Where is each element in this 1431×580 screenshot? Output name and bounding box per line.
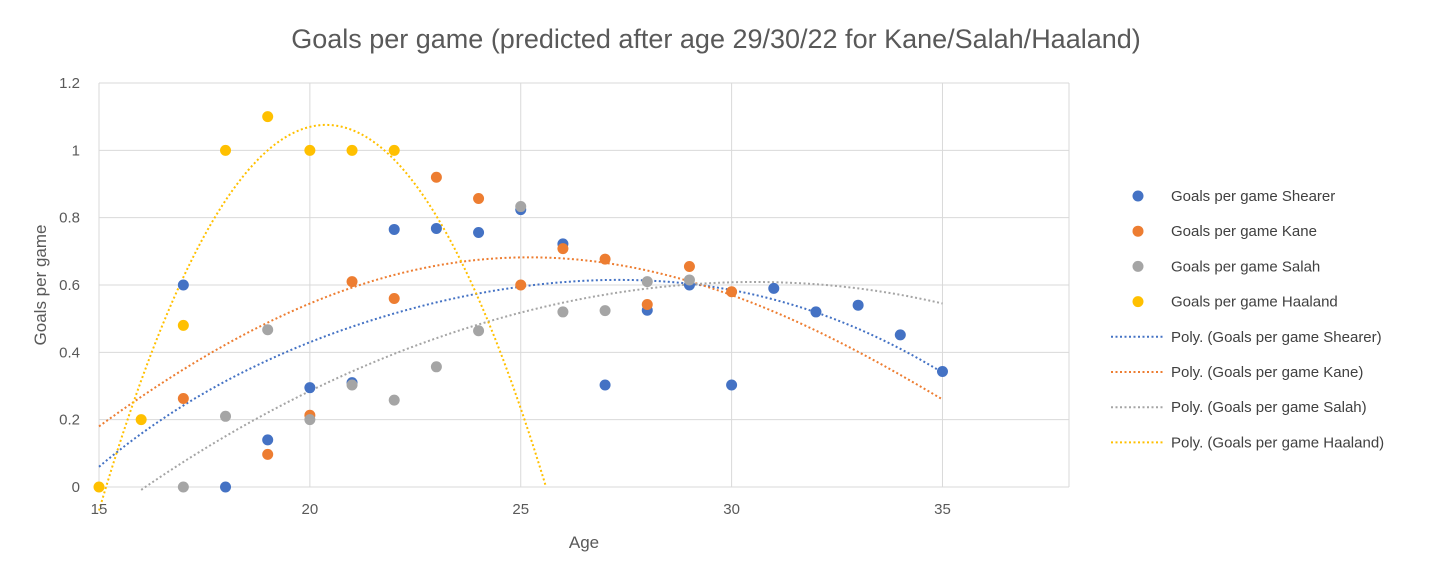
- data-point: [894, 329, 906, 341]
- data-point: [262, 434, 274, 446]
- legend-marker: [1132, 225, 1144, 237]
- grid: [98, 82, 1070, 488]
- data-point: [262, 324, 274, 336]
- y-tick-label: 0.8: [59, 210, 80, 227]
- data-point: [135, 414, 147, 426]
- x-tick-label: 20: [302, 501, 319, 518]
- legend-label: Poly. (Goals per game Kane): [1171, 364, 1363, 381]
- data-point: [177, 319, 189, 331]
- data-point: [220, 144, 232, 156]
- series-goals-per-game-salah: [177, 201, 695, 493]
- data-point: [936, 366, 948, 378]
- y-tick-label: 0.6: [59, 277, 80, 294]
- data-point: [683, 274, 695, 286]
- legend-label: Poly. (Goals per game Haaland): [1171, 434, 1384, 451]
- data-point: [726, 379, 738, 391]
- data-point: [599, 253, 611, 265]
- trendline-poly-goals-per-game-kane: [98, 256, 943, 428]
- y-tick-label: 0.4: [59, 344, 80, 361]
- y-tick-label: 0.2: [59, 412, 80, 429]
- data-point: [768, 282, 780, 294]
- data-point: [473, 192, 485, 204]
- legend-marker: [1132, 190, 1144, 202]
- data-point: [599, 305, 611, 317]
- data-point: [726, 286, 738, 298]
- x-tick-label: 35: [934, 501, 951, 518]
- data-point: [262, 111, 274, 123]
- data-point: [220, 481, 232, 493]
- x-axis-title: Age: [569, 533, 599, 552]
- data-point: [515, 279, 527, 291]
- data-point: [810, 306, 822, 318]
- data-point: [262, 448, 274, 460]
- data-point: [430, 171, 442, 183]
- x-tick-label: 25: [512, 501, 529, 518]
- data-point: [473, 325, 485, 337]
- data-point: [220, 410, 232, 422]
- legend-marker: [1132, 296, 1144, 308]
- data-point: [515, 201, 527, 213]
- legend-label: Goals per game Kane: [1171, 223, 1317, 240]
- data-point: [388, 292, 400, 304]
- series-goals-per-game-kane: [177, 171, 738, 460]
- legend-label: Poly. (Goals per game Salah): [1171, 399, 1367, 416]
- legend: Goals per game Shearer Goals per game Kan…: [1111, 188, 1384, 451]
- data-point: [557, 306, 569, 318]
- legend-label: Goals per game Haaland: [1171, 294, 1338, 311]
- data-point: [388, 223, 400, 235]
- y-tick-label: 0: [72, 479, 80, 496]
- legend-label: Poly. (Goals per game Shearer): [1171, 329, 1382, 346]
- data-point: [641, 299, 653, 311]
- data-point: [177, 279, 189, 291]
- data-point: [599, 379, 611, 391]
- data-point: [852, 299, 864, 311]
- data-point: [683, 260, 695, 272]
- x-tick-label: 15: [91, 501, 108, 518]
- data-point: [430, 361, 442, 373]
- y-tick-label: 1: [72, 142, 80, 159]
- legend-label: Goals per game Salah: [1171, 258, 1320, 275]
- tick-labels: 0 0.2 0.4 0.6 0.8 1 1.2 15 20 25 30 35: [59, 75, 951, 518]
- data-point: [346, 379, 358, 391]
- chart-title: Goals per game (predicted after age 29/3…: [291, 24, 1141, 54]
- data-point: [304, 414, 316, 426]
- data-point: [346, 144, 358, 156]
- data-point: [177, 481, 189, 493]
- data-point: [641, 276, 653, 288]
- y-tick-label: 1.2: [59, 75, 80, 92]
- legend-label: Goals per game Shearer: [1171, 188, 1335, 205]
- x-tick-label: 30: [723, 501, 740, 518]
- data-point: [430, 222, 442, 234]
- data-point: [388, 144, 400, 156]
- y-axis-title: Goals per game: [31, 225, 50, 346]
- data-point: [473, 226, 485, 238]
- series-goals-per-game-haaland: [93, 111, 400, 493]
- data-point: [304, 144, 316, 156]
- data-point: [304, 382, 316, 394]
- trendline-poly-goals-per-game-haaland: [98, 123, 547, 511]
- data-point: [557, 243, 569, 255]
- data-point: [388, 394, 400, 406]
- data-point: [346, 276, 358, 288]
- legend-marker: [1132, 260, 1144, 272]
- data-point: [177, 392, 189, 404]
- data-point: [93, 481, 105, 493]
- trendline-poly-goals-per-game-salah: [140, 281, 943, 491]
- data-points: [93, 111, 948, 493]
